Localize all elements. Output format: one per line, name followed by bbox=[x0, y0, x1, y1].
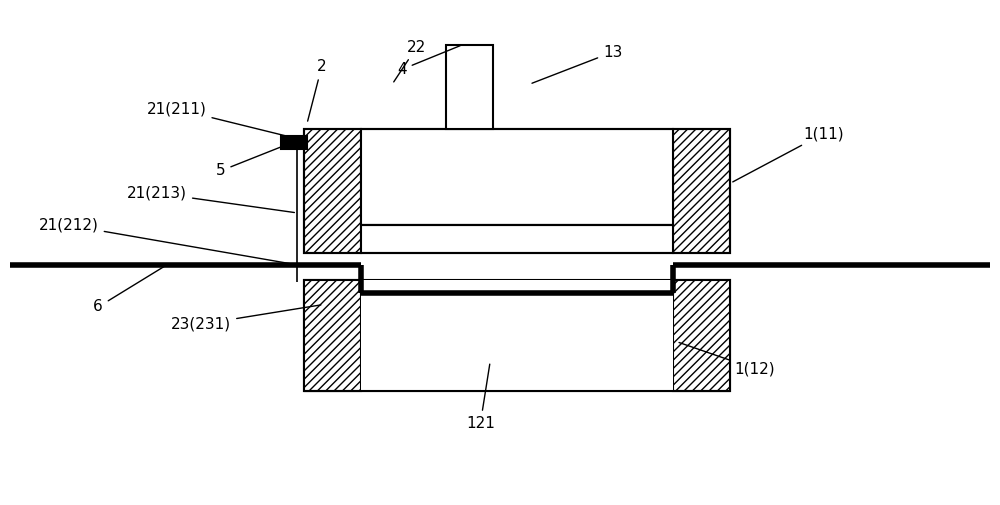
Bar bbox=[281, 136, 307, 148]
Bar bbox=[673, 129, 730, 252]
Text: 6: 6 bbox=[93, 266, 164, 315]
Text: 22: 22 bbox=[394, 39, 426, 82]
Text: 1(12): 1(12) bbox=[679, 342, 775, 376]
Text: 21(213): 21(213) bbox=[127, 186, 294, 213]
Bar bbox=[361, 280, 673, 391]
Text: 121: 121 bbox=[466, 364, 495, 431]
Text: 5: 5 bbox=[216, 144, 287, 178]
Bar bbox=[304, 129, 361, 252]
Bar bbox=[446, 44, 493, 129]
Text: 4: 4 bbox=[397, 45, 460, 77]
Bar bbox=[304, 280, 361, 391]
Text: 21(211): 21(211) bbox=[147, 102, 294, 138]
Text: 13: 13 bbox=[532, 44, 622, 83]
Text: 21(212): 21(212) bbox=[39, 218, 294, 265]
Text: 2: 2 bbox=[308, 60, 326, 121]
Bar bbox=[304, 129, 730, 252]
Bar bbox=[361, 129, 673, 225]
Text: 23(231): 23(231) bbox=[171, 305, 321, 332]
Text: 1(11): 1(11) bbox=[733, 126, 844, 182]
Bar bbox=[304, 280, 730, 391]
Bar bbox=[361, 225, 673, 252]
Bar bbox=[673, 280, 730, 391]
